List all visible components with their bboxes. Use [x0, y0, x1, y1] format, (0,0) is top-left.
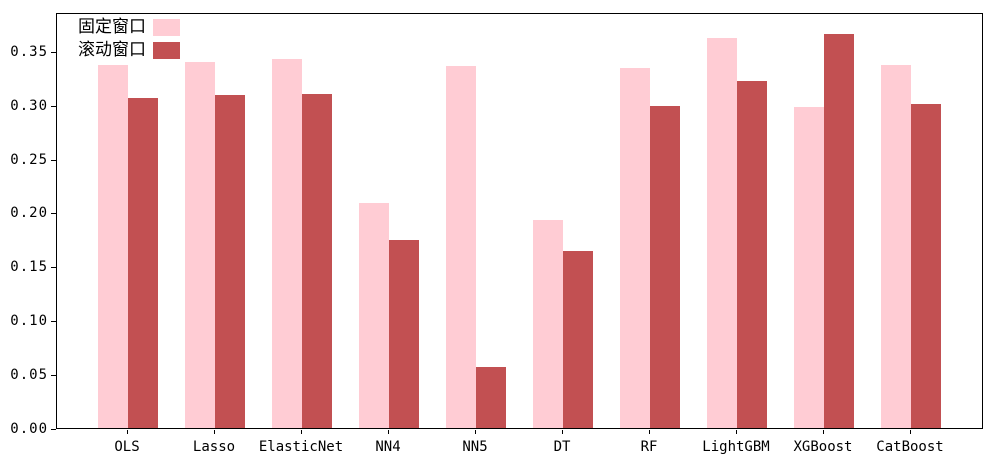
bar-rolling-window-LightGBM: [737, 81, 767, 428]
x-tick-label-NN5: NN5: [462, 439, 488, 455]
legend-swatch-fixed-window: [153, 19, 180, 36]
x-tick-label-CatBoost: CatBoost: [876, 439, 944, 455]
bar-fixed-window-ElasticNet: [272, 59, 302, 428]
y-tick-label: 0.00: [10, 421, 48, 437]
x-tick-label-RF: RF: [640, 439, 658, 455]
x-tick-label-Lasso: Lasso: [192, 439, 236, 455]
y-tick-mark: [51, 429, 56, 430]
bar-fixed-window-DT: [533, 220, 563, 428]
y-tick-label: 0.30: [10, 98, 48, 114]
bar-rolling-window-XGBoost: [824, 34, 854, 428]
bar-rolling-window-DT: [563, 251, 593, 428]
y-tick-mark: [51, 321, 56, 322]
x-tick-mark: [127, 430, 128, 434]
y-tick-label: 0.05: [10, 367, 48, 383]
y-tick-label: 0.25: [10, 152, 48, 168]
y-tick-mark: [51, 52, 56, 53]
bar-fixed-window-NN4: [359, 203, 389, 428]
bar-fixed-window-RF: [620, 68, 650, 428]
bar-rolling-window-NN5: [476, 367, 506, 428]
y-tick-mark: [51, 213, 56, 214]
x-tick-label-DT: DT: [553, 439, 571, 455]
x-tick-label-NN4: NN4: [375, 439, 401, 455]
x-tick-mark: [562, 430, 563, 434]
legend-label-fixed-window: 固定窗口: [78, 17, 146, 37]
x-tick-mark: [301, 430, 302, 434]
x-tick-mark: [823, 430, 824, 434]
legend: 固定窗口 滚动窗口: [78, 16, 180, 62]
x-tick-mark: [736, 430, 737, 434]
bar-fixed-window-LightGBM: [707, 38, 737, 428]
x-tick-mark: [910, 430, 911, 434]
bar-rolling-window-CatBoost: [911, 104, 941, 428]
legend-row-fixed-window: 固定窗口: [78, 16, 180, 39]
bar-fixed-window-NN5: [446, 66, 476, 428]
y-tick-mark: [51, 375, 56, 376]
bar-fixed-window-Lasso: [185, 62, 215, 428]
y-tick-label: 0.15: [10, 259, 48, 275]
plot-area: 固定窗口 滚动窗口: [56, 13, 983, 429]
bar-rolling-window-ElasticNet: [302, 94, 332, 428]
bar-rolling-window-Lasso: [215, 95, 245, 428]
legend-swatch-rolling-window: [153, 42, 180, 59]
bar-rolling-window-RF: [650, 106, 680, 428]
legend-row-rolling-window: 滚动窗口: [78, 39, 180, 62]
bar-fixed-window-OLS: [98, 65, 128, 428]
bar-fixed-window-CatBoost: [881, 65, 911, 428]
x-tick-label-XGBoost: XGBoost: [793, 439, 853, 455]
x-tick-label-ElasticNet: ElasticNet: [258, 439, 344, 455]
x-tick-mark: [649, 430, 650, 434]
bar-rolling-window-OLS: [128, 98, 158, 428]
x-tick-label-OLS: OLS: [114, 439, 140, 455]
x-tick-mark: [388, 430, 389, 434]
y-tick-label: 0.20: [10, 205, 48, 221]
y-tick-mark: [51, 106, 56, 107]
x-tick-mark: [475, 430, 476, 434]
y-tick-label: 0.10: [10, 313, 48, 329]
bar-rolling-window-NN4: [389, 240, 419, 428]
legend-label-rolling-window: 滚动窗口: [78, 40, 146, 60]
y-tick-mark: [51, 267, 56, 268]
bar-fixed-window-XGBoost: [794, 107, 824, 428]
x-tick-mark: [214, 430, 215, 434]
y-tick-mark: [51, 160, 56, 161]
y-tick-label: 0.35: [10, 44, 48, 60]
x-tick-label-LightGBM: LightGBM: [702, 439, 770, 455]
